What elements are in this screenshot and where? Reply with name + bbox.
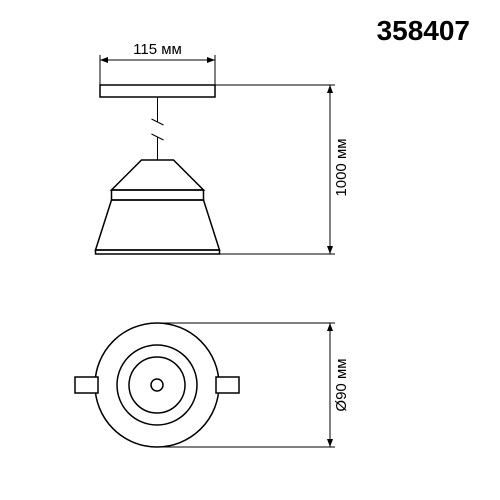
svg-text:1000 мм: 1000 мм [333,138,350,196]
technical-drawing-svg: 115 мм 1000 мм Ø90 мм [0,0,500,500]
drawing-container: 358407 115 мм 1000 мм Ø90 мм [0,0,500,500]
product-code: 358407 [377,15,470,47]
svg-text:Ø90 мм: Ø90 мм [333,358,350,411]
svg-text:115 мм: 115 мм [133,41,182,58]
